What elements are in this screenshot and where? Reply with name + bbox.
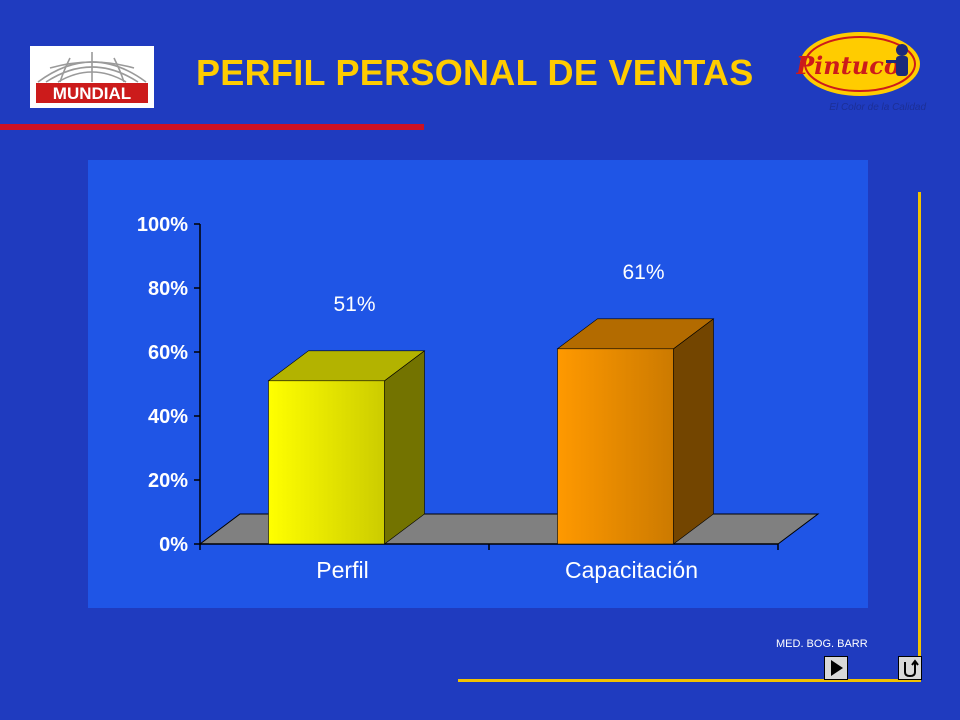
- bar-0: [267, 350, 426, 545]
- bar-side-face: [384, 350, 425, 545]
- return-arrow-icon: [904, 659, 919, 678]
- mundial-logo: MUNDIAL: [30, 46, 154, 108]
- bar-front-face: [268, 380, 385, 545]
- y-tick-label: 40%: [148, 406, 188, 428]
- globe-icon: [37, 52, 147, 83]
- pintuco-logo-text: Pintuco: [796, 51, 900, 80]
- yellow-horizontal-divider: [458, 679, 921, 682]
- bar-front-face: [557, 348, 674, 545]
- footer-text: MED. BOG. BARR: [776, 638, 868, 650]
- yellow-vertical-divider: [918, 192, 921, 682]
- painter-mascot-icon: [886, 44, 908, 76]
- y-tick-label: 20%: [148, 470, 188, 492]
- return-button[interactable]: [898, 656, 922, 680]
- y-tick-label: 0%: [159, 534, 188, 556]
- x-category-label: Capacitación: [565, 557, 698, 583]
- bar-side-face: [673, 318, 714, 545]
- pintuco-logo: Pintuco El Color de la Calidad: [796, 32, 926, 113]
- bar-value-label: 61%: [622, 261, 664, 284]
- play-next-icon: [831, 660, 843, 676]
- slide-title: PERFIL PERSONAL DE VENTAS: [196, 52, 754, 93]
- next-slide-button[interactable]: [824, 656, 848, 680]
- red-divider: [0, 124, 424, 130]
- bar-1: [556, 318, 715, 545]
- mundial-logo-text: MUNDIAL: [53, 84, 131, 103]
- y-tick-label: 100%: [137, 214, 188, 236]
- bar-value-label: 51%: [333, 293, 375, 316]
- y-tick-label: 60%: [148, 342, 188, 364]
- y-tick-label: 80%: [148, 278, 188, 300]
- x-category-label: Perfil: [316, 557, 368, 583]
- pintuco-tagline: El Color de la Calidad: [829, 102, 926, 113]
